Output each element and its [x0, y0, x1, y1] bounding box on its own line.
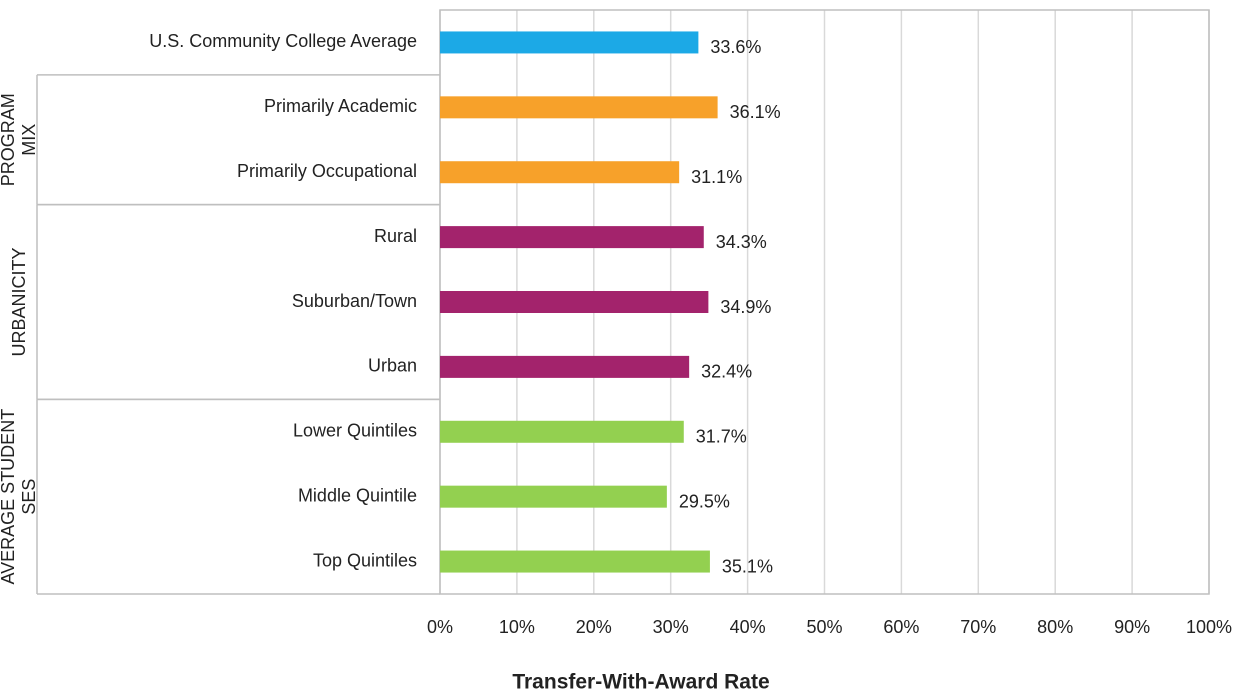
- y-tick-label: U.S. Community College Average: [149, 31, 417, 51]
- bar: [440, 161, 680, 184]
- x-tick-label: 20%: [576, 617, 612, 637]
- bar: [440, 420, 684, 443]
- y-tick-label: Primarily Occupational: [237, 161, 417, 181]
- x-tick-label: 30%: [653, 617, 689, 637]
- bar: [440, 31, 699, 54]
- data-label: 33.6%: [710, 37, 761, 57]
- x-tick-label: 40%: [730, 617, 766, 637]
- x-tick-label: 0%: [427, 617, 453, 637]
- x-tick-label: 60%: [883, 617, 919, 637]
- y-tick-label: Rural: [374, 226, 417, 246]
- group-label: URBANICITY: [9, 247, 29, 356]
- data-label: 29.5%: [679, 491, 730, 511]
- y-tick-label: Suburban/Town: [292, 291, 417, 311]
- group-label: SES: [19, 479, 39, 515]
- x-tick-label: 90%: [1114, 617, 1150, 637]
- group-label: MIX: [19, 124, 39, 156]
- bar: [440, 96, 718, 119]
- data-label: 31.1%: [691, 167, 742, 187]
- bar: [440, 226, 704, 249]
- bar: [440, 291, 709, 313]
- data-label: 34.9%: [720, 297, 771, 317]
- x-axis-title: Transfer-With-Award Rate: [512, 671, 769, 694]
- data-label: 34.3%: [716, 232, 767, 252]
- y-tick-label: Lower Quintiles: [293, 421, 417, 441]
- bar: [440, 550, 710, 573]
- y-tick-label: Primarily Academic: [264, 96, 417, 116]
- y-tick-label: Middle Quintile: [298, 485, 417, 505]
- y-tick-label: Top Quintiles: [313, 550, 417, 570]
- group-label: AVERAGE STUDENT: [0, 409, 18, 585]
- bar: [440, 485, 667, 508]
- group-label: PROGRAM: [0, 93, 18, 186]
- bar: [440, 355, 690, 378]
- x-tick-label: 100%: [1186, 617, 1232, 637]
- data-label: 36.1%: [730, 102, 781, 122]
- x-tick-label: 80%: [1037, 617, 1073, 637]
- x-tick-label: 50%: [806, 617, 842, 637]
- x-tick-label: 10%: [499, 617, 535, 637]
- x-tick-label: 70%: [960, 617, 996, 637]
- data-label: 31.7%: [696, 427, 747, 447]
- data-label: 32.4%: [701, 362, 752, 382]
- y-tick-label: Urban: [368, 356, 417, 376]
- data-label: 35.1%: [722, 556, 773, 576]
